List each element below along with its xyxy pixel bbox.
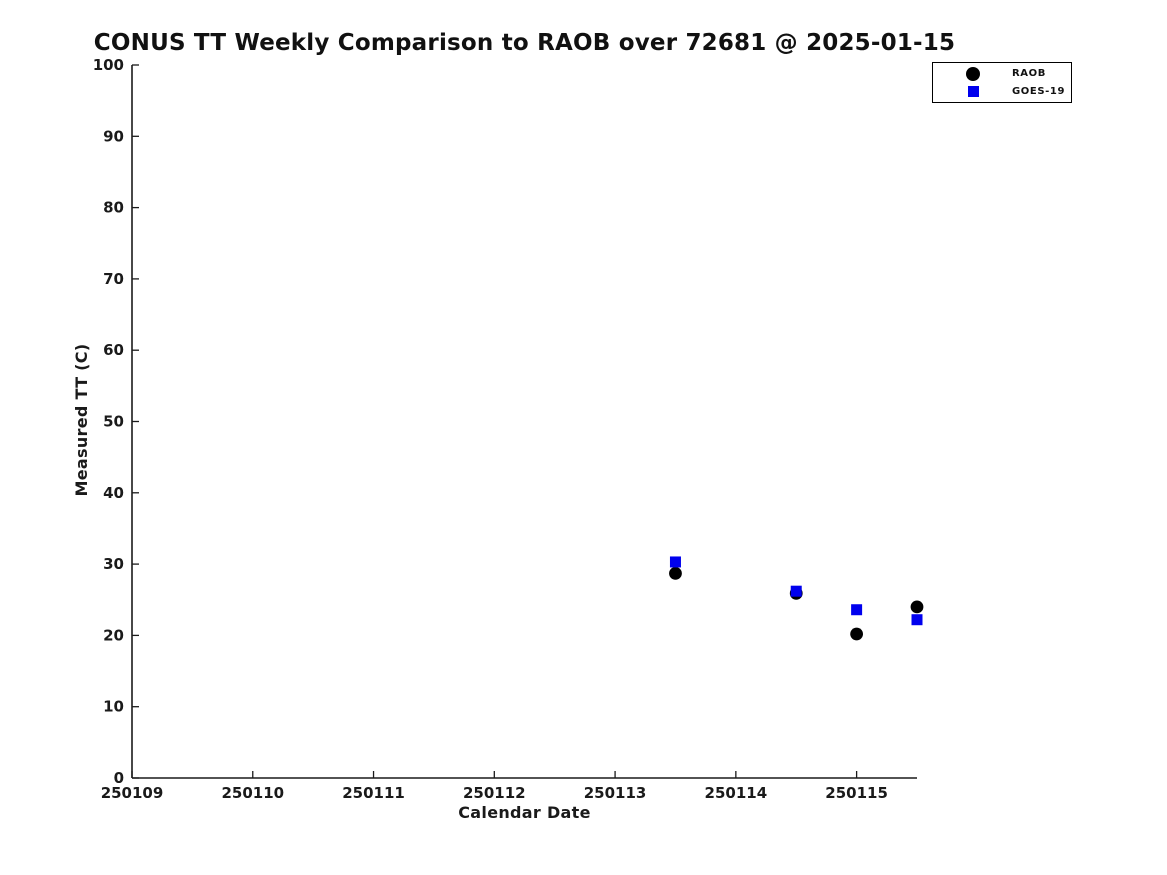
data-point-goes-19 xyxy=(790,585,802,597)
x-tick-label: 250112 xyxy=(463,784,526,802)
data-point-goes-19 xyxy=(669,556,681,568)
data-point-raob xyxy=(669,566,682,580)
legend-label-raob: RAOB xyxy=(1012,68,1046,79)
y-tick-label: 10 xyxy=(103,698,124,716)
y-tick-label: 90 xyxy=(103,127,124,145)
y-tick-label: 80 xyxy=(103,199,124,217)
x-tick-label: 250114 xyxy=(705,784,768,802)
raob-circle-marker-icon xyxy=(966,66,980,81)
legend: RAOB GOES-19 xyxy=(932,62,1072,103)
y-tick-label: 0 xyxy=(114,769,124,787)
goes-19-square-marker-icon xyxy=(967,86,979,97)
legend-row-goes-19: GOES-19 xyxy=(933,84,1071,99)
data-point-raob xyxy=(850,627,864,641)
y-axis-title: Measured TT (C) xyxy=(72,343,91,497)
legend-label-goes-19: GOES-19 xyxy=(1012,86,1066,97)
x-tick-label: 250109 xyxy=(101,784,164,802)
y-tick-label: 50 xyxy=(103,413,124,431)
raob-legend-marker-box xyxy=(966,66,980,81)
chart-title: CONUS TT Weekly Comparison to RAOB over … xyxy=(93,30,956,56)
y-tick-label: 20 xyxy=(103,626,124,644)
data-point-raob xyxy=(910,600,924,614)
y-tick-label: 70 xyxy=(103,270,124,288)
x-tick-label: 250115 xyxy=(825,784,888,802)
y-tick-label: 40 xyxy=(103,484,124,502)
legend-row-raob: RAOB xyxy=(933,66,1071,81)
x-tick-label: 250110 xyxy=(221,784,284,802)
x-tick-label: 250113 xyxy=(584,784,647,802)
data-point-goes-19 xyxy=(911,614,923,626)
y-tick-label: 30 xyxy=(103,555,124,573)
goes-19-legend-marker-box xyxy=(966,85,980,99)
x-axis-title: Calendar Date xyxy=(458,803,591,822)
x-tick-label: 250111 xyxy=(342,784,405,802)
y-tick-label: 100 xyxy=(93,56,124,74)
data-point-goes-19 xyxy=(851,604,863,616)
y-tick-label: 60 xyxy=(103,341,124,359)
